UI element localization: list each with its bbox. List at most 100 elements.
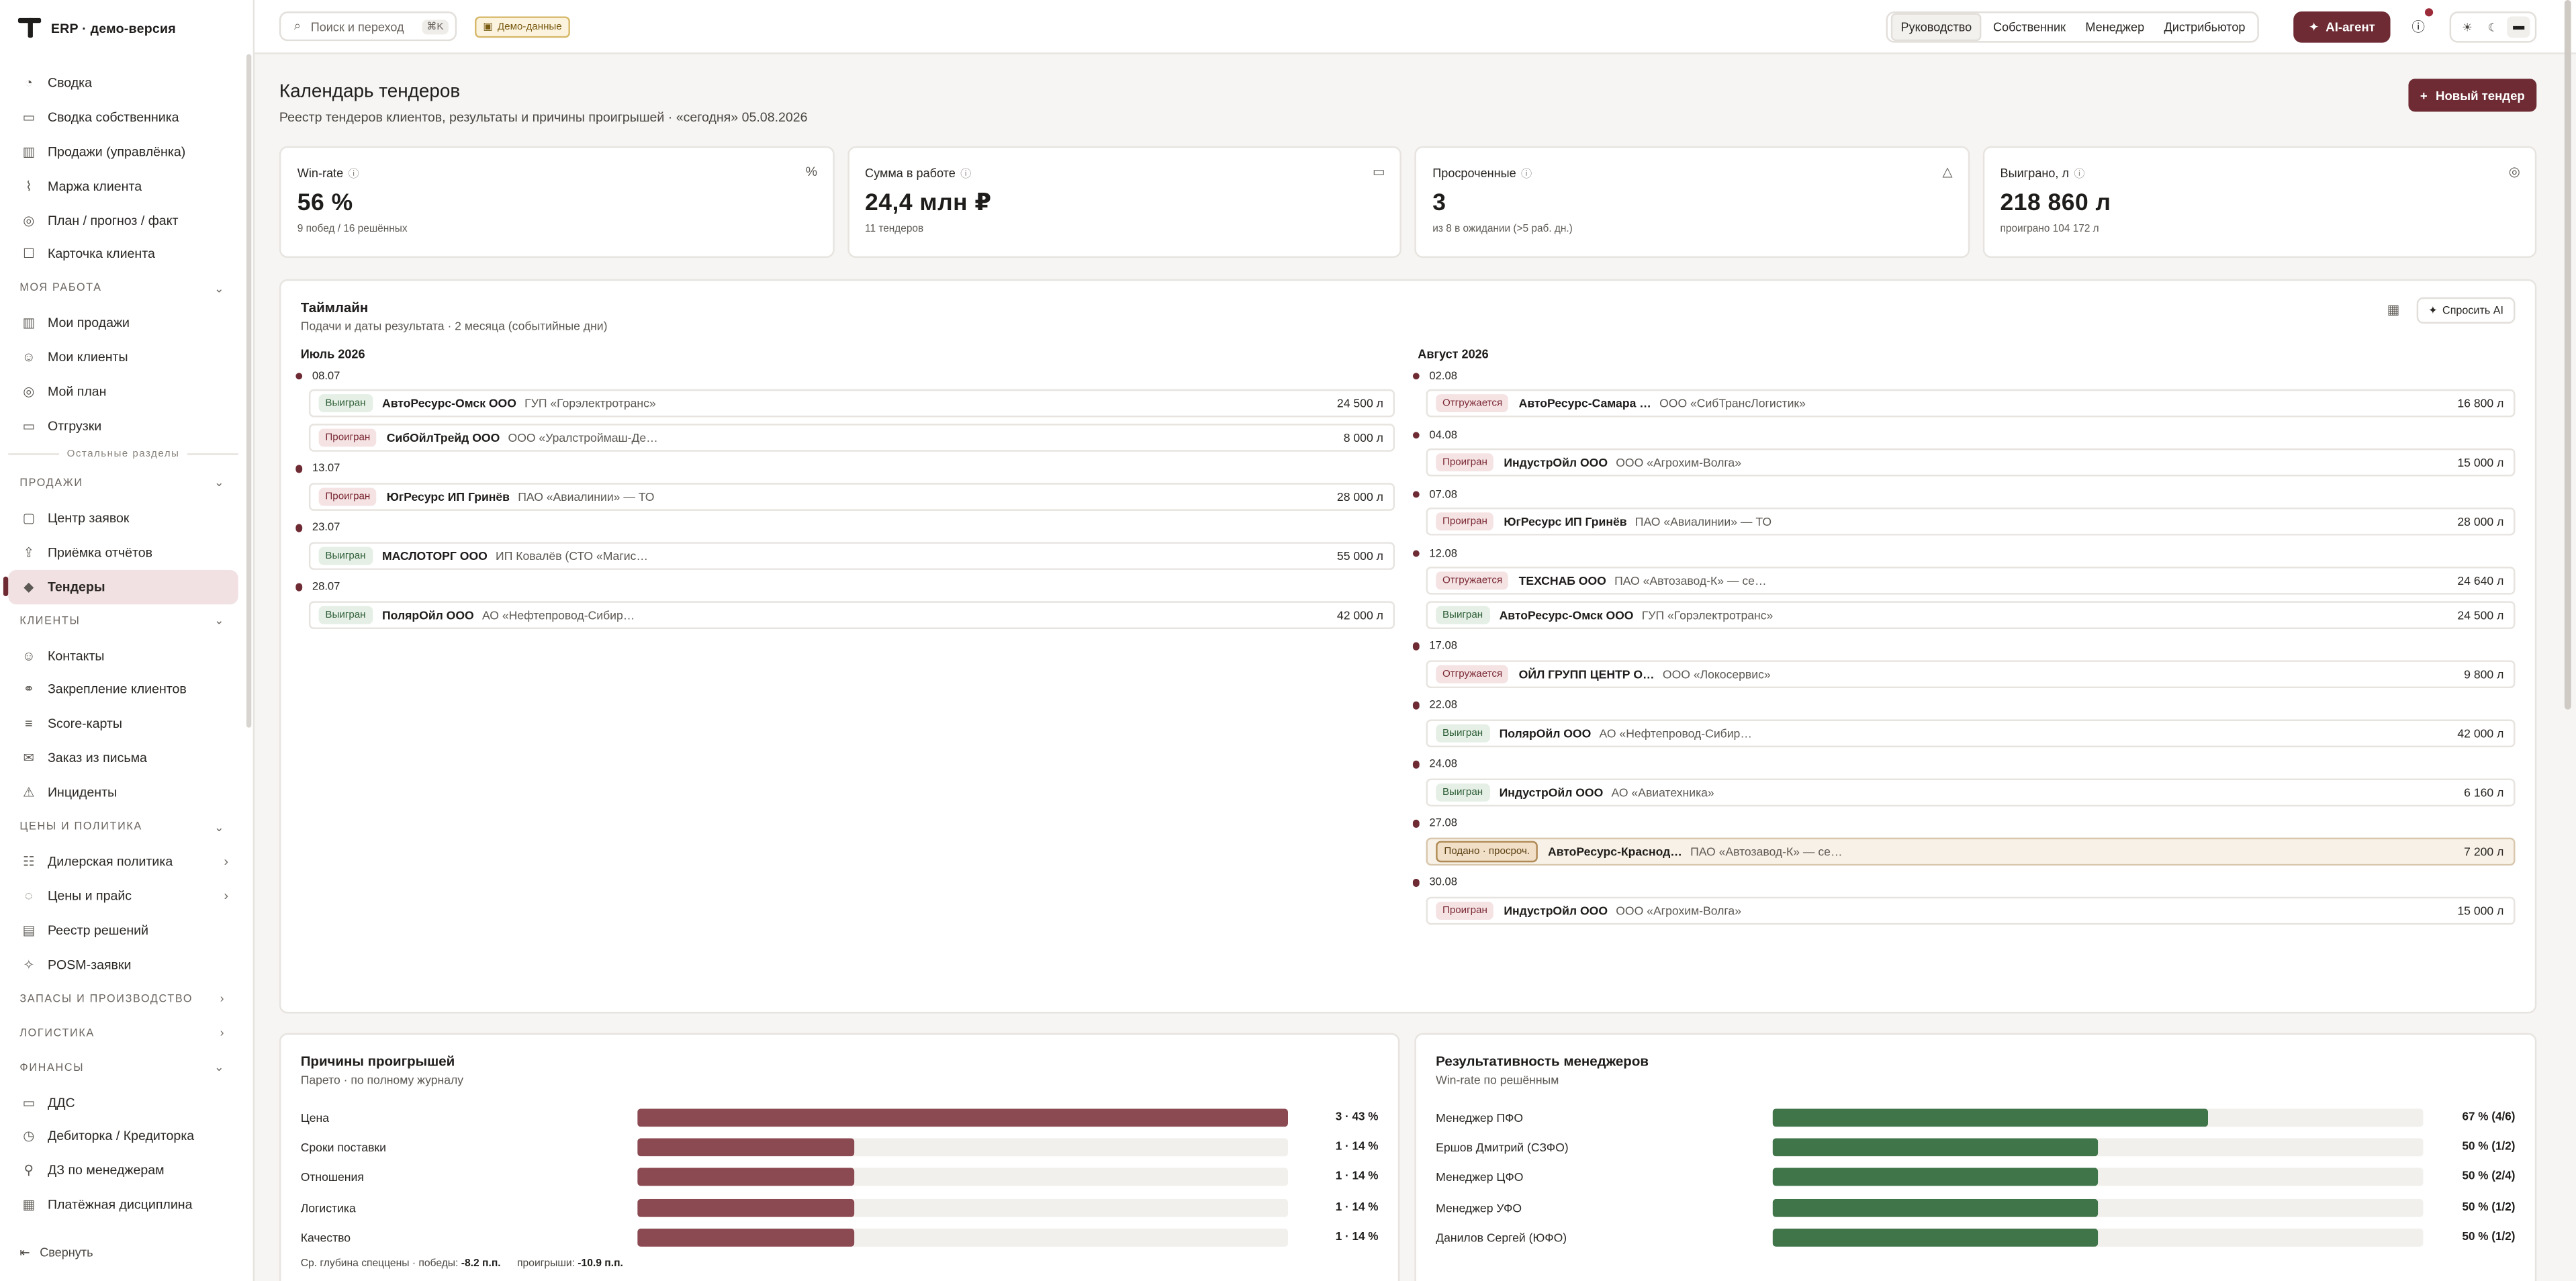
kpi-card[interactable]: Выиграно, л ⓘ ◎ 218 860 л проиграно 104 172 … [1982,146,2537,258]
tender-amount: 15 000 л [2457,455,2504,470]
bar-track [1772,1138,2424,1157]
info-icon[interactable]: ⓘ [1521,169,1532,181]
brand[interactable]: ERP · демо-версия [17,16,176,39]
sidebar-section[interactable]: Продажи ⌄ [8,467,238,501]
moon-icon[interactable]: ☾ [2487,22,2499,34]
sidebar-section[interactable]: Запасы и производство › [8,982,238,1016]
timeline-dot [1412,431,1420,439]
sidebar-item[interactable]: ≡ Score-карты [8,707,238,741]
tender-amount: 7 200 л [2464,843,2504,859]
tender-row[interactable]: Отгружается ОЙЛ ГРУПП ЦЕНТР О… ООО «Локосе… [1426,659,2516,687]
sidebar-section[interactable]: Цены и политика ⌄ [8,810,238,844]
tender-row[interactable]: Выигран МАСЛОТОРГ ООО ИП Ковалёв (СТО «Маг… [308,541,1395,569]
sidebar-item[interactable]: ☺ Контакты [8,638,238,673]
sidebar-item[interactable]: ⚲ ДЗ по менеджерам [8,1153,238,1188]
sidebar-section[interactable]: Логистика › [8,1016,238,1050]
tender-supplier: АвтоРесурс-Омск ООО [382,395,516,411]
foot-losses-label: проигрыши: [517,1258,575,1270]
sidebar-item[interactable]: ◔ Сводка [8,66,238,100]
bar-fill [1772,1228,2099,1247]
sidebar-section[interactable]: Клиенты ⌄ [8,604,238,638]
info-icon[interactable]: ⓘ [348,169,359,181]
margin-icon: ⌇ [26,178,32,193]
sidebar-item[interactable]: ▢ Центр заявок [8,501,238,535]
tender-row[interactable]: Подано · просроч. АвтоРесурс-Краснод… ПАО … [1426,837,2516,865]
timeline-dot [295,465,303,473]
monitor-icon[interactable]: ▬ [2507,16,2530,38]
sidebar-item[interactable]: ◆ Тендеры [3,569,238,604]
kpi-label: Просроченные ⓘ [1432,164,1951,181]
sidebar-item[interactable]: ▭ ДДС [8,1085,238,1119]
sidebar-item[interactable]: ☐ Карточка клиента [8,237,238,271]
sidebar-item[interactable]: ▥ Продажи (управлёнка) [8,134,238,169]
tender-row[interactable]: Отгружается АвтоРесурс-Самара … ООО «СибТр… [1426,389,2516,418]
upload-icon: ⇪ [23,544,34,560]
sidebar-item[interactable]: ▦ Платёжная дисциплина [8,1188,238,1222]
sidebar-item[interactable]: ◎ План / прогноз / факт [8,203,238,237]
sidebar-item[interactable]: ✧ POSM-заявки [8,947,238,982]
sidebar-item[interactable]: ⚭ Закрепление клиентов [8,673,238,707]
tender-row[interactable]: Проигран ЮгРесурс ИП Гринёв ПАО «Авиалинии… [1426,507,2516,536]
sidebar-section[interactable]: Моя работа ⌄ [8,272,238,306]
tender-row[interactable]: Проигран ИндустрОйл ООО ООО «Агрохим-Волга… [1426,896,2516,924]
tender-row[interactable]: Выигран АвтоРесурс-Омск ООО ГУП «Горэлектр… [308,389,1395,418]
search-input[interactable]: ⌕ Поиск и переход ⌘K [279,11,457,42]
sidebar-item[interactable]: ☺ Мои клиенты [8,340,238,375]
sidebar-item[interactable]: ▭ Отгрузки [8,409,238,443]
tender-row[interactable]: Проигран ИндустрОйл ООО ООО «Агрохим-Волга… [1426,448,2516,477]
info-icon[interactable]: ⓘ [960,169,972,181]
tender-customer: ООО «Агрохим-Волга» [1616,455,1741,470]
role-tab[interactable]: Собственник [1993,19,2066,35]
tender-row[interactable]: Выигран ПолярОйл ООО АО «Нефтепровод-Сибир… [1426,718,2516,747]
ask-ai-button[interactable]: ✦ Спросить AI [2416,297,2516,324]
loss-reasons-card: Причины проигрышей Парето · по полному ж… [279,1033,1400,1281]
tender-supplier: АвтоРесурс-Самара … [1518,395,1651,411]
sidebar-item[interactable]: ⇪ Приёмка отчётов [8,535,238,569]
tender-row[interactable]: Отгружается ТЕХСНАБ ООО ПАО «Автозавод-К» … [1426,567,2516,595]
kpi-card[interactable]: Сумма в работе ⓘ ▭ 24,4 млн ₽ 11 тендеров [847,146,1401,258]
info-icon[interactable]: ⓘ [2411,19,2425,34]
warning-icon: △ [1942,164,1953,179]
bar-row: Качество 1 · 14 % [301,1223,1379,1253]
sidebar-item[interactable]: ✉ Заказ из письма [8,741,238,775]
bar-track [1772,1228,2424,1247]
role-tab[interactable]: Руководство [1890,13,1982,42]
kpi-subtext: 9 побед / 16 решённых [297,223,408,235]
calendar-icon[interactable]: ▦ [2387,302,2400,318]
sidebar-item[interactable]: ⌇ Маржа клиента [8,169,238,203]
sidebar-item[interactable]: ⚠ Инциденты [8,775,238,810]
sidebar-scrollbar[interactable] [246,54,252,728]
page-scrollbar[interactable] [2564,0,2571,710]
tender-row[interactable]: Проигран СибОйлТрейд ООО ООО «Уралстроймаш… [308,422,1395,451]
sidebar-item[interactable]: ◎ Мой план [8,375,238,409]
timeline-dot [295,524,303,532]
kpi-card[interactable]: Просроченные ⓘ △ 3 из 8 в ожидании (>5 раб. … [1414,146,1970,258]
sidebar-item[interactable]: ☷ Дилерская политика › [8,845,238,879]
kpi-card[interactable]: Win-rate ⓘ% 56 % 9 побед / 16 решённых [279,146,834,258]
tender-row[interactable]: Проигран ЮгРесурс ИП Гринёв ПАО «Авиалинии… [308,482,1395,510]
month-label: Август 2026 [1418,346,1489,362]
sidebar-section[interactable]: Финансы ⌄ [8,1051,238,1085]
sidebar-nav: ◔ Сводка ▭ Сводка собственника ▥ Продажи (упр… [3,66,238,1223]
tender-customer: ООО «Агрохим-Волга» [1616,902,1741,918]
tender-row[interactable]: Выигран ИндустрОйл ООО АО «Авиатехника» 6 1… [1426,777,2516,806]
info-icon[interactable]: ⓘ [2074,169,2085,181]
tender-customer: ПАО «Авиалинии» — ТО [1635,514,1772,529]
sidebar-item[interactable]: ◌ Цены и прайс › [8,879,238,913]
sidebar-item[interactable]: ▭ Сводка собственника [8,100,238,134]
page-title: Календарь тендеров [279,82,461,102]
tender-supplier: ПолярОйл ООО [382,606,474,622]
sidebar-item[interactable]: ▥ Мои продажи [8,306,238,340]
ai-agent-button[interactable]: ✦ AI-агент [2293,11,2391,43]
new-tender-button[interactable]: + Новый тендер [2408,79,2537,112]
role-tab[interactable]: Менеджер [2085,19,2145,35]
sun-icon[interactable]: ☀ [2462,22,2473,34]
sidebar-item[interactable]: ◷ Дебиторка / Кредиторка [8,1119,238,1153]
bar-row: Менеджер УФО 50 % (1/2) [1436,1192,2515,1223]
role-tab[interactable]: Дистрибьютор [2164,19,2246,35]
sidebar-item[interactable]: ▤ Реестр решений [8,913,238,947]
tender-row[interactable]: Выигран АвтоРесурс-Омск ООО ГУП «Горэлектр… [1426,600,2516,628]
collapse-button[interactable]: ⇤ Свернуть [19,1245,93,1260]
tender-row[interactable]: Выигран ПолярОйл ООО АО «Нефтепровод-Сибир… [308,600,1395,628]
sidebar-item-label: Мой план [47,384,107,399]
